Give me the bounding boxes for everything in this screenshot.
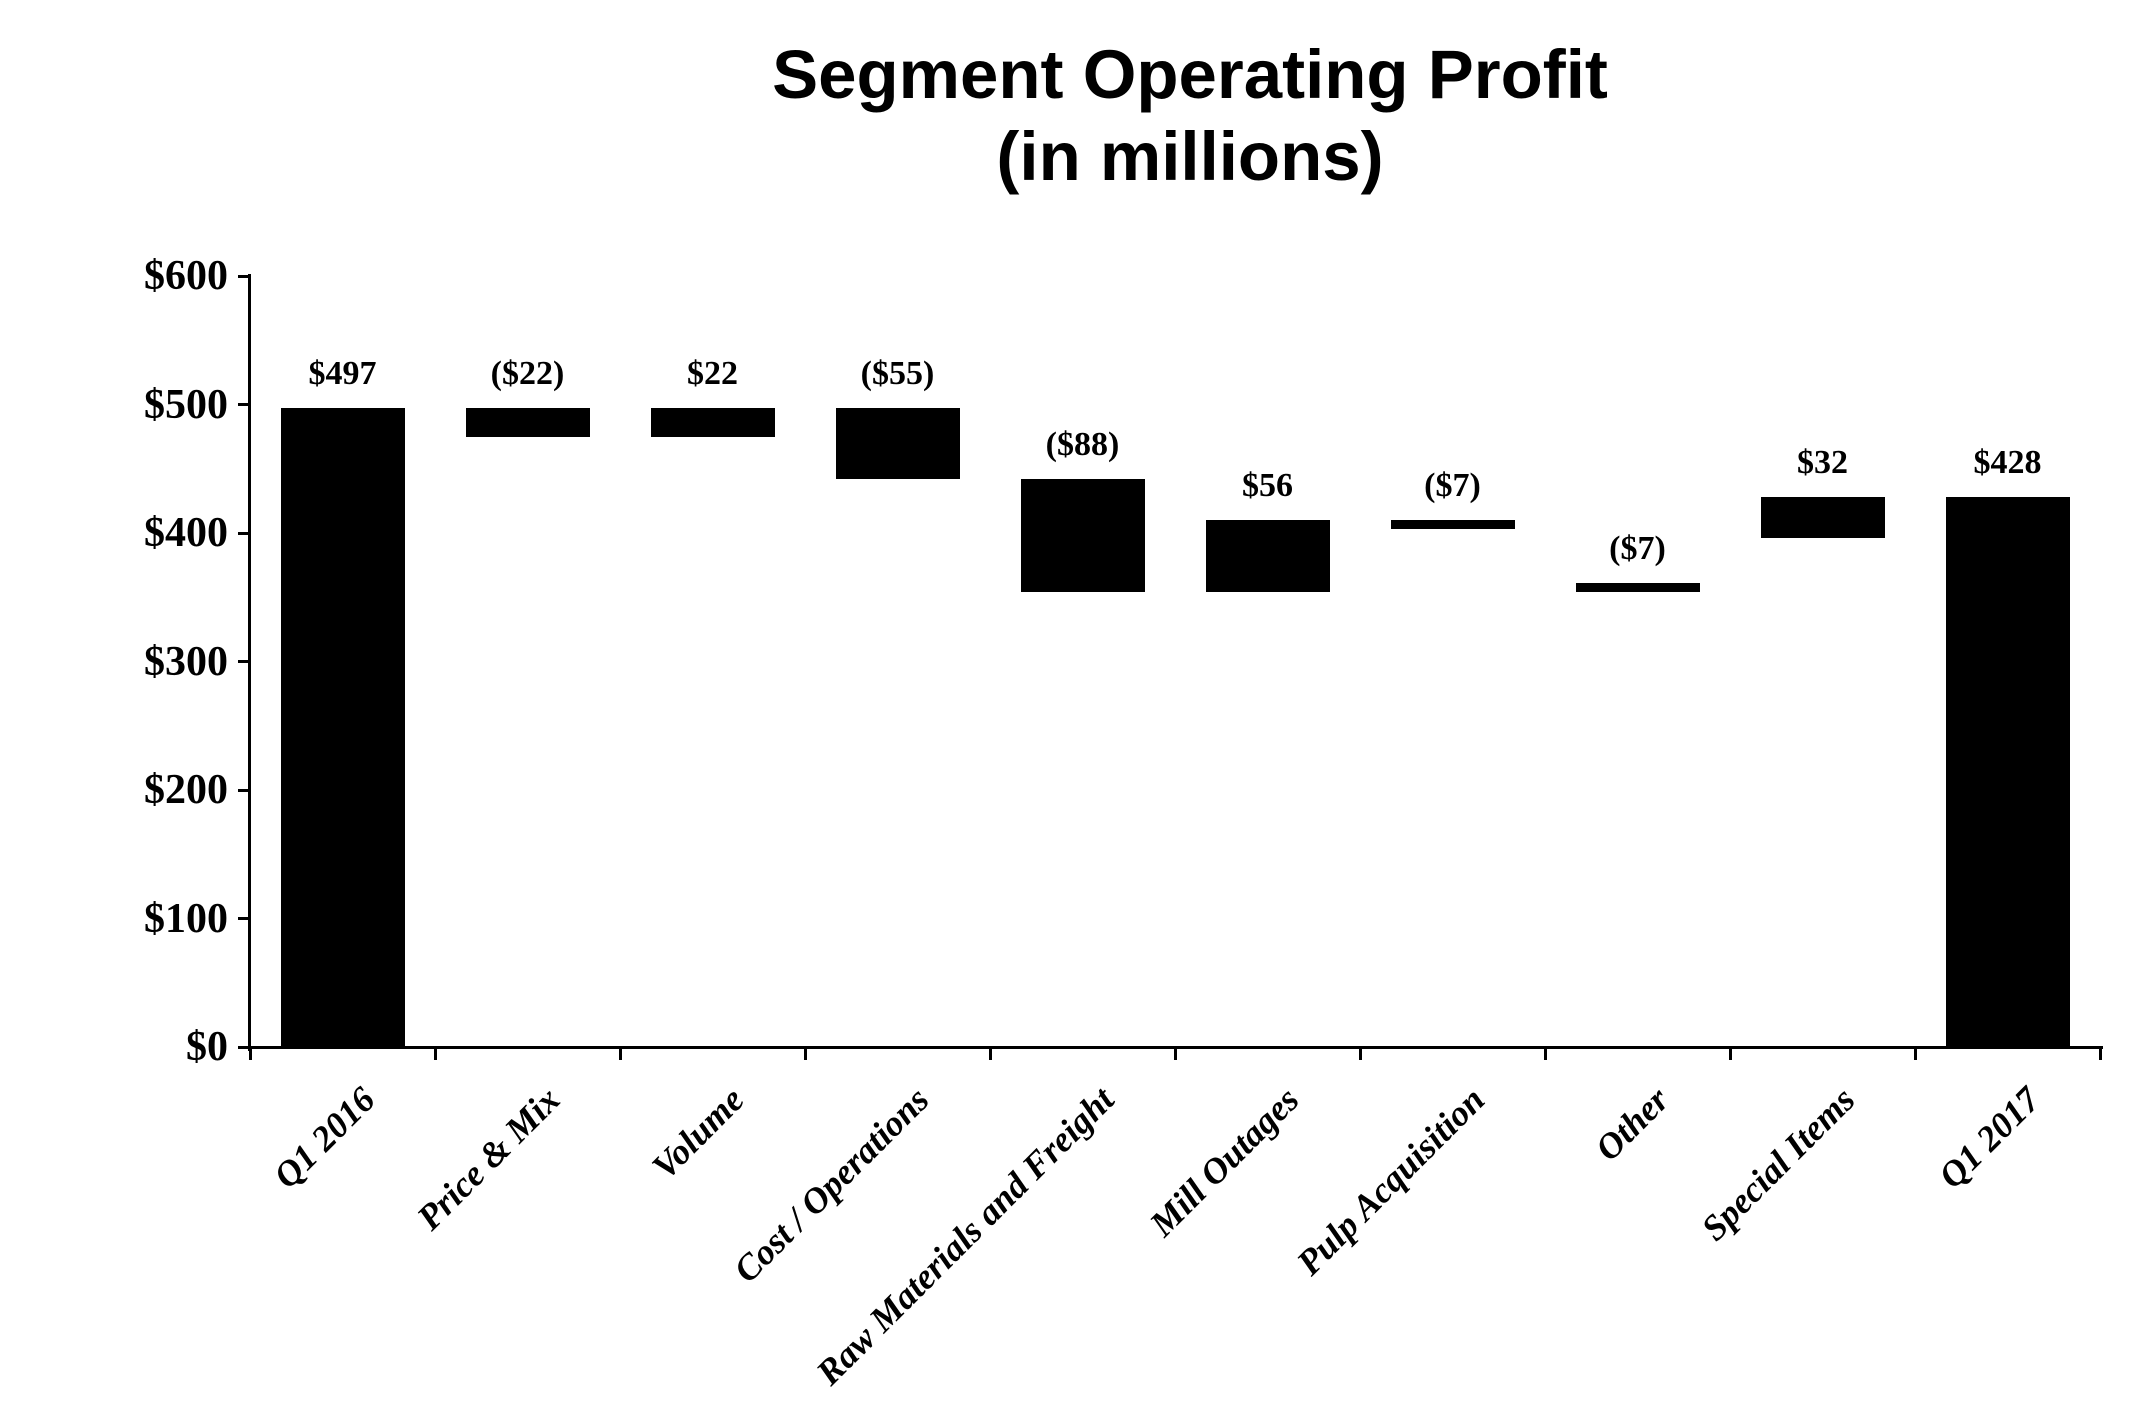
bar-volume (650, 408, 775, 437)
category-label-pulp-acquisition: Pulp Acquisition (1288, 1079, 1493, 1283)
category-label-price-mix: Price & Mix (408, 1079, 568, 1238)
bar-other (1575, 583, 1700, 593)
bar-pulp-acquisition (1390, 520, 1515, 530)
y-axis-label: $0 (186, 1024, 228, 1070)
bar-mill-outages (1205, 520, 1330, 593)
y-axis-tick (238, 788, 250, 792)
data-label-pulp-acquisition: ($7) (1424, 467, 1481, 505)
category-label-volume: Volume (644, 1079, 753, 1187)
y-axis-tick (238, 274, 250, 278)
y-axis-tick (238, 660, 250, 663)
category-label-special-items: Special Items (1693, 1079, 1863, 1249)
category-label-cost-operations: Cost / Operations (726, 1079, 938, 1291)
chart-title: Segment Operating Profit (in millions) (772, 34, 1608, 198)
chart-title-line2: (in millions) (996, 118, 1384, 195)
x-axis-tick (1358, 1047, 1362, 1060)
data-label-mill-outages: $56 (1242, 467, 1293, 505)
y-axis-tick (238, 403, 250, 406)
y-axis-tick (238, 1045, 250, 1049)
y-axis-label: $300 (144, 638, 228, 685)
y-axis-label: $100 (144, 895, 228, 942)
data-label-special-items: $32 (1797, 444, 1848, 482)
category-label-q1-2016: Q1 2016 (265, 1079, 383, 1196)
data-label-q1-2016: $497 (308, 355, 377, 393)
bar-q1-2017 (1945, 497, 2070, 1047)
data-label-raw-materials-and-freight: ($88) (1045, 426, 1120, 464)
x-axis-tick (1728, 1047, 1732, 1060)
data-label-cost-operations: ($55) (860, 355, 935, 393)
x-axis-tick (618, 1047, 622, 1060)
category-label-other: Other (1587, 1079, 1678, 1169)
x-axis-tick (988, 1047, 992, 1060)
y-axis-tick (238, 917, 250, 920)
x-axis-tick (248, 1047, 252, 1060)
category-label-raw-materials-and-freight: Raw Materials and Freight (808, 1079, 1123, 1393)
x-axis-tick (1543, 1047, 1547, 1060)
y-axis-label: $500 (144, 381, 228, 428)
bar-special-items (1760, 497, 1885, 539)
bar-price-mix (465, 408, 590, 437)
y-axis-label: $200 (144, 767, 228, 813)
chart-title-line1: Segment Operating Profit (772, 36, 1608, 113)
x-axis-tick (803, 1047, 807, 1060)
x-axis-tick (2098, 1047, 2102, 1060)
category-label-mill-outages: Mill Outages (1142, 1079, 1308, 1245)
data-label-volume: $22 (687, 355, 738, 393)
bar-cost-operations (835, 408, 960, 480)
x-axis-tick (1913, 1047, 1917, 1060)
bar-q1-2016 (280, 408, 405, 1047)
bar-raw-materials-and-freight (1020, 479, 1145, 593)
y-axis-label: $600 (144, 253, 228, 299)
y-axis-label: $400 (144, 510, 228, 556)
data-label-q1-2017: $428 (1973, 444, 2042, 482)
category-label-q1-2017: Q1 2017 (1930, 1079, 2048, 1196)
data-label-price-mix: ($22) (490, 355, 565, 393)
data-label-other: ($7) (1609, 530, 1666, 568)
y-axis-tick (238, 531, 250, 535)
x-axis-tick (1173, 1047, 1177, 1060)
x-axis-tick (433, 1047, 437, 1060)
